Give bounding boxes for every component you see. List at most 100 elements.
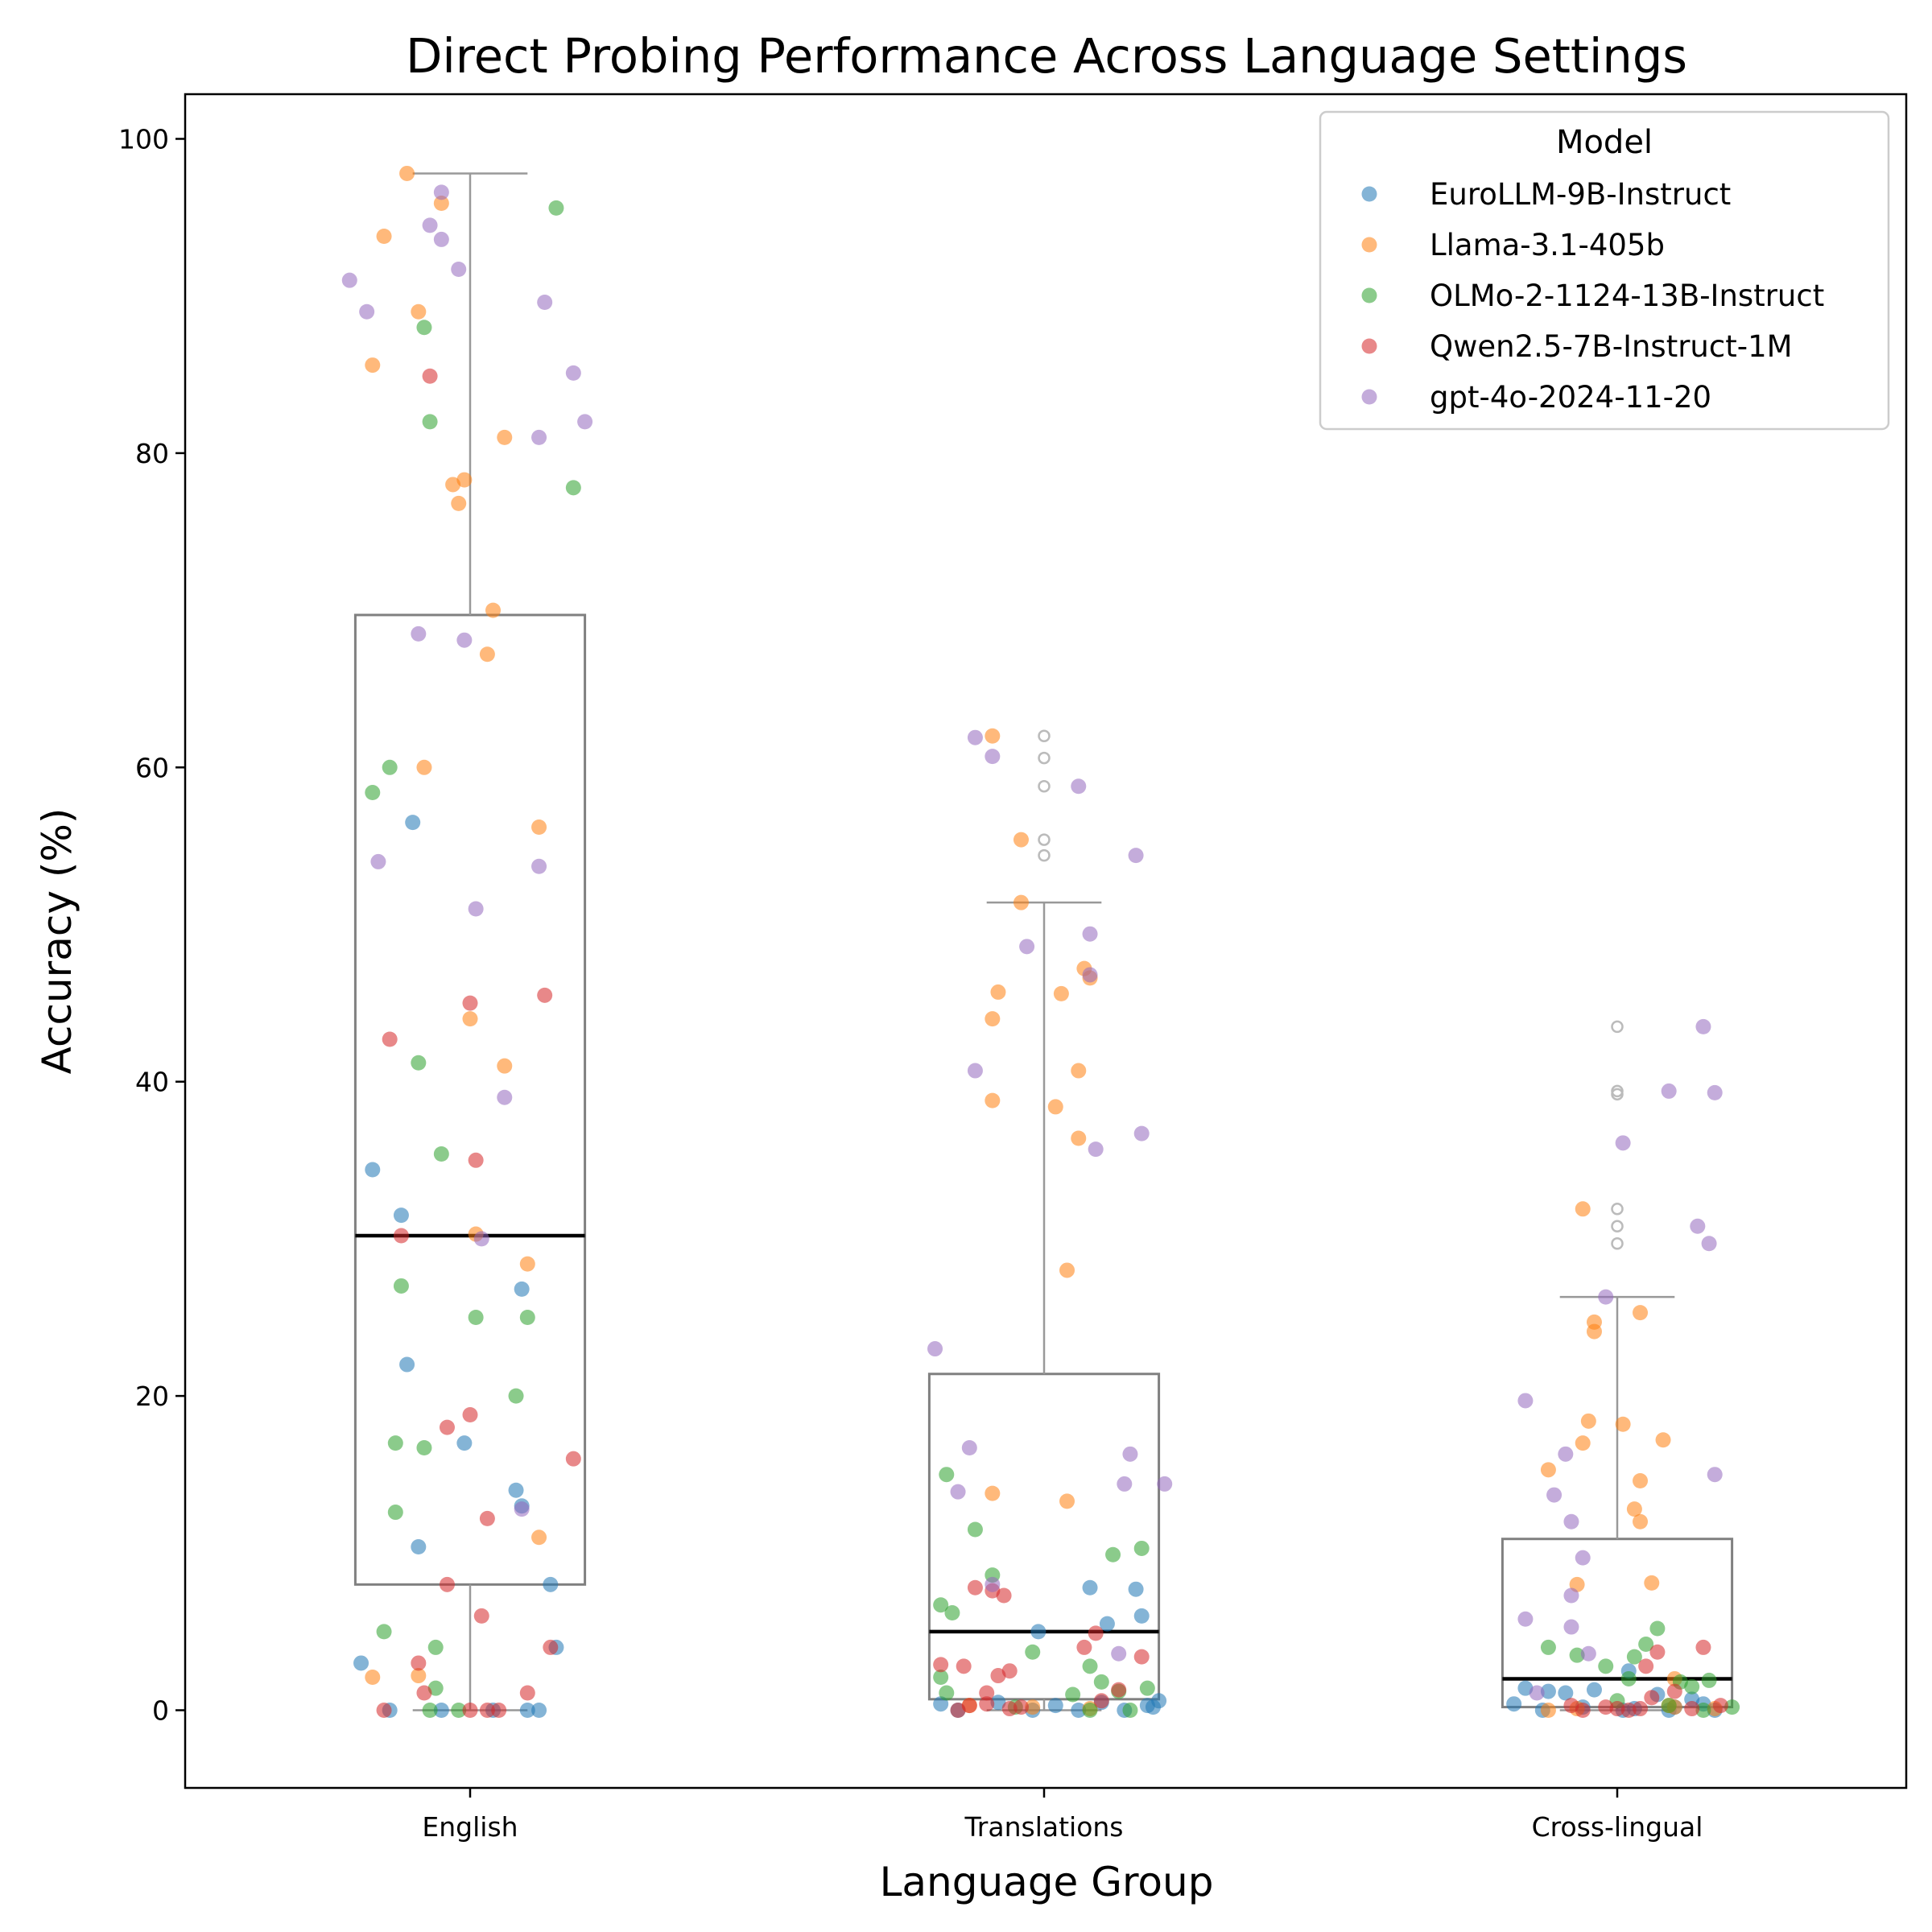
data-point [1712,1698,1728,1714]
data-point [1638,1658,1654,1674]
data-point [353,1655,369,1671]
data-point [387,1505,403,1521]
data-point [1540,1462,1556,1478]
data-point [543,1639,559,1655]
outlier-marker [1038,729,1051,743]
data-point [1065,1686,1081,1703]
data-point [1684,1678,1700,1695]
data-point [1025,1699,1041,1715]
legend-marker [1361,389,1377,405]
data-point [479,1703,495,1718]
x-tick-label: Cross-lingual [1532,1811,1703,1843]
data-point [1620,1703,1637,1718]
data-point [577,414,593,430]
data-point [365,1162,381,1178]
data-point [1111,1645,1127,1662]
data-point [1649,1644,1666,1660]
data-point [944,1604,960,1620]
data-point [382,1031,398,1047]
outlier-marker [1038,779,1051,793]
data-point [933,1670,949,1686]
data-point [1082,967,1098,983]
data-point [376,229,392,245]
data-point [1615,1135,1631,1151]
data-point [519,1685,535,1701]
plot-frame [184,93,1908,1790]
data-point [531,858,547,874]
data-point [1128,1581,1144,1597]
data-point [1633,1701,1649,1717]
data-point [531,819,547,835]
data-point [462,995,478,1011]
data-point [967,1579,983,1596]
data-point [990,1668,1006,1684]
data-point [1701,1236,1717,1252]
data-point [387,1435,403,1451]
y-tick-label: 60 [135,752,169,783]
y-tick-label: 20 [135,1381,169,1412]
data-point [365,785,381,801]
data-point [365,1670,381,1686]
legend-entry: gpt-4o-2024-11-20 [1361,380,1711,415]
data-point [537,295,553,311]
data-point [393,1208,409,1224]
data-point [456,472,473,488]
data-point [1644,1575,1660,1591]
data-point [1133,1649,1150,1665]
data-point [950,1484,966,1500]
data-point [422,368,438,384]
data-point [996,1587,1012,1604]
data-point [1558,1685,1574,1701]
data-point [543,1576,559,1592]
data-point [939,1685,955,1701]
data-point [979,1696,995,1712]
y-axis-title: Accuracy (%) [34,808,80,1075]
legend-box [1319,110,1890,431]
data-point [1540,1703,1556,1718]
data-point [1082,926,1098,942]
data-point [985,1011,1001,1027]
data-point [1117,1476,1133,1492]
legend-marker [1361,237,1377,253]
data-point [1563,1698,1579,1714]
data-point [422,414,438,430]
y-tick-label: 0 [152,1695,169,1727]
data-point [376,1703,392,1718]
axes-layer: 0 20 40 60 80 100 English Translations Cross-lin… [118,124,1703,1843]
legend-entry: OLMo-2-1124-13B-Instruct [1361,279,1824,313]
data-point [1047,1099,1063,1115]
legend-label: OLMo-2-1124-13B-Instruct [1430,279,1824,313]
data-point [1540,1683,1556,1699]
series-5 [341,184,1723,1701]
data-point [1111,1682,1127,1698]
data-point [1563,1587,1579,1604]
data-point [1506,1696,1522,1712]
data-point [433,196,449,212]
data-point [479,1510,495,1526]
data-point [985,1092,1001,1108]
legend-label: EuroLLM-9B-Instruct [1430,177,1731,212]
data-point [433,1146,449,1162]
data-point [1598,1699,1614,1715]
data-point [1609,1701,1625,1717]
data-point [514,1501,530,1517]
data-point [519,1703,535,1718]
data-point [956,1658,972,1674]
legend-label: gpt-4o-2024-11-20 [1430,380,1711,415]
data-point [382,759,398,775]
data-point [433,184,449,200]
data-point [961,1440,977,1456]
data-point [967,1521,983,1538]
data-point [1093,1674,1109,1690]
data-point [1128,848,1144,864]
data-point [531,429,547,445]
data-point [1157,1476,1173,1492]
data-point [985,749,1001,765]
y-tick-label: 100 [118,124,169,155]
data-point [985,1576,1001,1592]
data-point [927,1341,943,1357]
data-point [565,1451,581,1467]
data-point [497,1058,513,1074]
legend-label: Llama-3.1-405b [1430,228,1665,262]
data-point [1633,1473,1649,1489]
